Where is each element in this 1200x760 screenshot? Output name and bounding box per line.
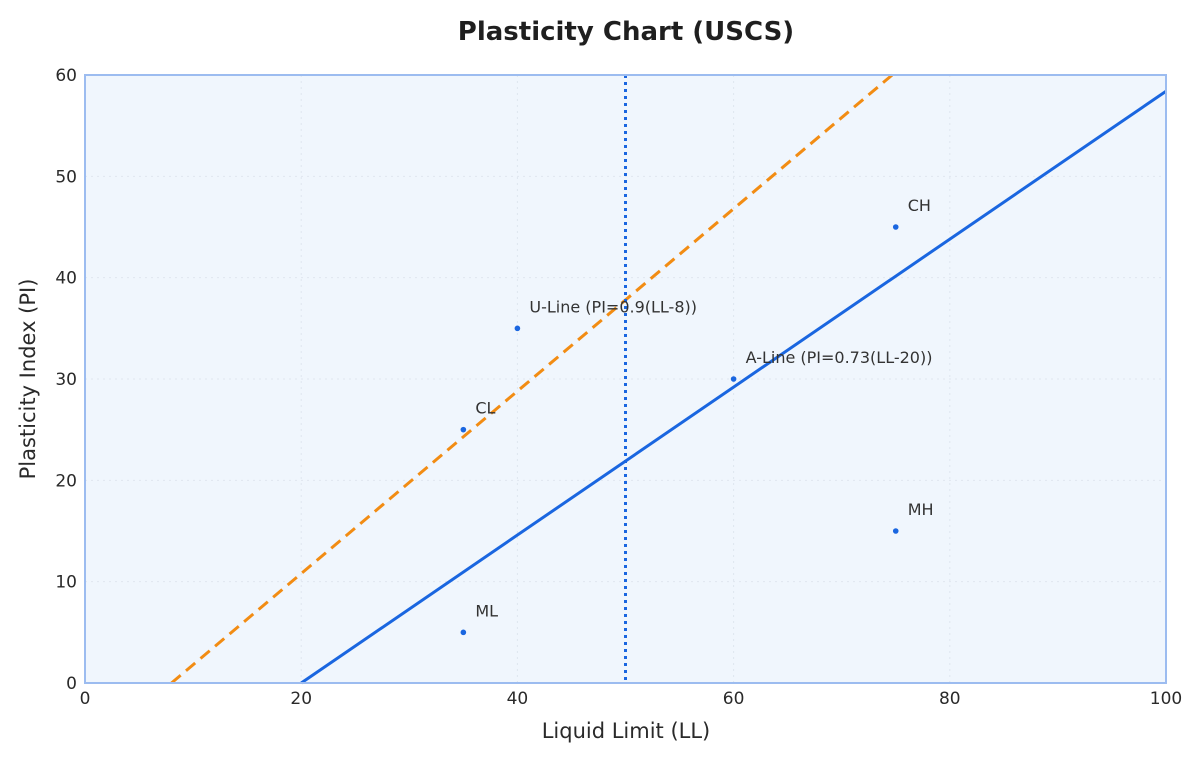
line-label: U-Line (PI=0.9(LL-8))	[529, 297, 697, 316]
a-line	[300, 89, 1167, 685]
x-tick-label: 0	[80, 689, 91, 709]
plot-frame	[84, 74, 1167, 684]
x-tick-label: 100	[1150, 689, 1182, 709]
y-tick-label: 10	[55, 573, 77, 593]
y-axis-label: Plasticity Index (PI)	[16, 279, 40, 480]
data-point-label: MH	[908, 500, 934, 519]
y-tick-label: 20	[55, 471, 77, 491]
x-tick-label: 60	[723, 689, 745, 709]
y-tick-label: 30	[55, 370, 77, 390]
y-tick-label: 40	[55, 269, 77, 289]
y-tick-label: 50	[55, 167, 77, 187]
x-tick-label: 40	[507, 689, 529, 709]
data-point	[460, 629, 467, 636]
data-point	[892, 224, 899, 230]
line-label-marker	[514, 325, 521, 332]
chart-title: Plasticity Chart (USCS)	[458, 17, 794, 47]
y-tick-label: 60	[55, 66, 77, 86]
data-point-label: CL	[475, 399, 495, 418]
x-axis-label: Liquid Limit (LL)	[542, 719, 711, 743]
data-point-label: ML	[475, 601, 498, 620]
y-tick-label: 0	[66, 674, 77, 694]
data-point-label: CH	[908, 196, 931, 215]
line-label-marker	[730, 376, 737, 382]
reference-lines	[170, 73, 1167, 685]
x-tick-label: 20	[290, 689, 312, 709]
y-axis-ticks: 0 10 20 30 40 50 60	[55, 66, 77, 694]
data-point	[460, 426, 467, 433]
x-tick-label: 80	[939, 689, 961, 709]
x-axis-ticks: 0 20 40 60 80 100	[80, 689, 1183, 709]
line-label: A-Line (PI=0.73(LL-20))	[746, 348, 933, 367]
data-points: A-Line (PI=0.73(LL-20)) U-Line (PI=0.9(LL…	[460, 196, 934, 636]
data-point	[892, 528, 899, 534]
u-line	[170, 73, 894, 685]
